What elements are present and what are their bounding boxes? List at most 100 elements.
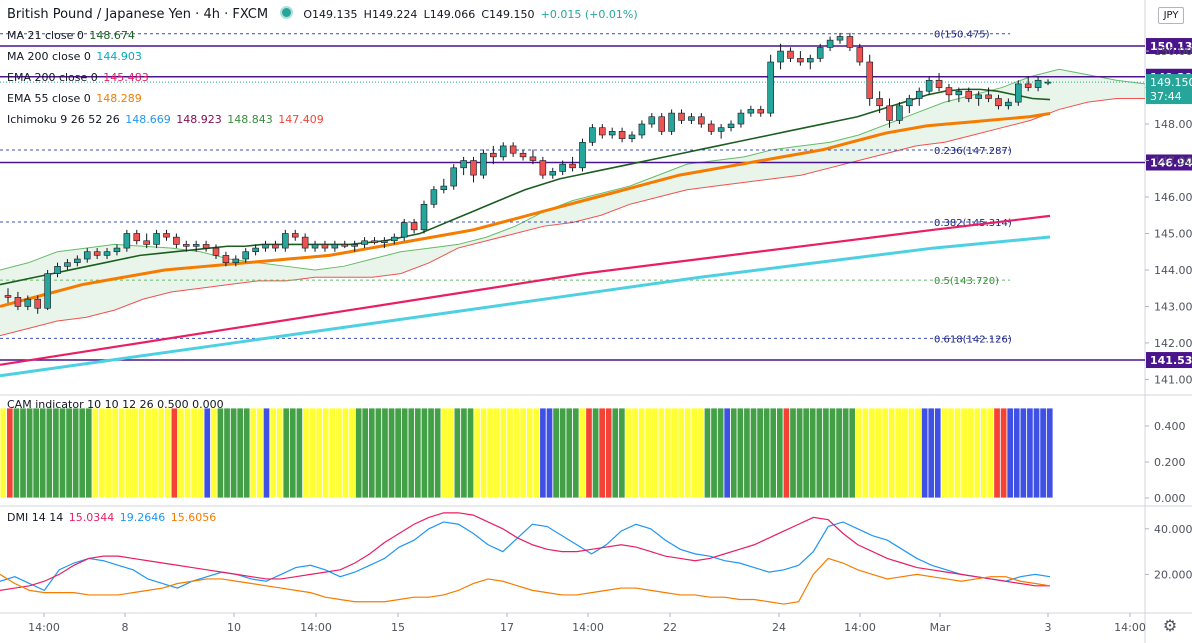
cam-bar — [473, 407, 481, 499]
price-axis[interactable]: 141.000 142.000 143.000 144.000 145.000 146.0… — [0, 45, 1192, 581]
candle-body — [173, 236, 180, 245]
cam-bar — [980, 407, 988, 499]
cam-bar — [1026, 407, 1034, 499]
candle-body — [648, 116, 656, 125]
cam-bar — [407, 407, 416, 499]
cam-bar — [39, 407, 47, 499]
cam-bar — [657, 407, 666, 499]
legend-ema200[interactable]: EMA 200 close 0 145.483 — [7, 71, 151, 85]
candle-body — [420, 203, 428, 231]
cam-bar — [828, 407, 837, 499]
cam-bar — [927, 407, 935, 499]
candle-body — [678, 112, 685, 121]
cam-bar — [262, 407, 271, 499]
level-label: 146.946 — [1150, 156, 1192, 169]
cam-bar — [6, 407, 14, 499]
current-price-label: 149.150 — [1150, 76, 1192, 89]
cam-bar — [802, 407, 810, 499]
candle-body — [529, 156, 537, 161]
candle-body — [64, 262, 71, 267]
cam-bar — [815, 407, 824, 499]
cam-bar — [177, 407, 185, 499]
gear-icon[interactable]: ⚙ — [1162, 616, 1178, 635]
cam-bar — [78, 407, 86, 499]
candle-body — [509, 145, 517, 154]
legend-ema200-label: EMA 200 close 0 — [7, 71, 98, 84]
cam-bar — [164, 407, 172, 499]
legend-dmi-label: DMI 14 14 — [7, 511, 64, 524]
candle-body — [628, 134, 636, 139]
level-label-bg — [1146, 352, 1192, 369]
candle-body — [707, 123, 715, 132]
candle-body — [807, 58, 814, 63]
cam-bar — [716, 407, 725, 499]
cam-indicator-bars — [0, 407, 1054, 499]
candle-body — [153, 233, 160, 245]
cam-bar — [65, 407, 73, 499]
time-axis[interactable]: 14:00 8 10 14:00 15 17 14:00 22 24 14:00 Mar 3 14:00 — [28, 613, 1146, 634]
candle-body — [381, 240, 388, 243]
cam-bar — [506, 407, 514, 499]
cam-bar — [591, 407, 600, 499]
candle-body — [123, 233, 131, 249]
cam-bar — [664, 407, 672, 499]
cam-bar — [644, 407, 652, 499]
fib-level-label: 0.618(142.126) — [934, 334, 1012, 345]
cam-bar — [480, 407, 488, 499]
cam-bar — [256, 407, 264, 499]
cam-bar — [243, 407, 251, 499]
cam-bar — [960, 407, 968, 499]
candle-body — [965, 90, 973, 99]
ohlc-close: C149.150 — [481, 8, 535, 21]
candle-body — [400, 222, 408, 238]
candle-body — [757, 109, 765, 114]
cam-bar — [210, 407, 218, 499]
cam-bar — [1032, 407, 1041, 499]
candle-body — [935, 79, 943, 88]
candle-body — [222, 255, 230, 263]
cam-bar — [999, 407, 1008, 499]
cam-bar — [85, 407, 93, 499]
cam-bar — [1013, 407, 1021, 499]
fib-level-label: 0.236(147.287) — [934, 146, 1012, 157]
legend-dmi-plus: 19.2646 — [119, 511, 166, 524]
legend-ema55[interactable]: EMA 55 close 0 148.289 — [7, 92, 144, 106]
candle-body — [589, 127, 596, 143]
currency-badge[interactable]: JPY — [1158, 7, 1184, 24]
candle-body — [569, 163, 576, 169]
cam-bar — [1006, 407, 1014, 499]
candle-body — [797, 58, 804, 63]
candle-body — [460, 160, 467, 169]
time-tick-label: 14:00 — [1114, 621, 1146, 634]
cam-bar — [440, 407, 448, 499]
cam-bar — [183, 407, 192, 499]
cam-bar — [986, 407, 995, 499]
cam-bar — [401, 407, 409, 499]
candle-body — [470, 160, 477, 176]
candle-body — [549, 171, 557, 176]
cam-bar — [993, 407, 1001, 499]
level-label: 150.138 — [1150, 40, 1192, 53]
level-label: 141.531 — [1150, 354, 1192, 367]
cam-bar — [104, 407, 113, 499]
cam-bar — [763, 407, 771, 499]
legend-ma21[interactable]: MA 21 close 0 148.674 — [7, 29, 137, 43]
legend-ichimoku[interactable]: Ichimoku 9 26 52 26 148.669 148.923 148.… — [7, 113, 326, 127]
price-tick-label: 146.000 — [1154, 191, 1192, 204]
legend-ichimoku-base: 148.923 — [176, 113, 222, 126]
legend-dmi[interactable]: DMI 14 14 15.0344 19.2646 15.6056 — [7, 511, 218, 525]
legend-cam[interactable]: CAM indicator 10 10 12 26 0.500 0.000 — [7, 398, 226, 412]
candle-body — [1005, 101, 1012, 107]
candle-body — [371, 240, 378, 243]
cam-bar — [197, 407, 205, 499]
candle-body — [430, 189, 438, 205]
time-tick-label: 17 — [500, 621, 514, 634]
candle-body — [361, 240, 368, 245]
ohlc-change: +0.015 (+0.01%) — [540, 8, 638, 21]
cam-bar — [45, 407, 54, 499]
cam-bar — [907, 407, 916, 499]
cam-bar — [822, 407, 830, 499]
legend-ma200[interactable]: MA 200 close 0 144.903 — [7, 50, 144, 64]
cam-bar — [730, 407, 738, 499]
